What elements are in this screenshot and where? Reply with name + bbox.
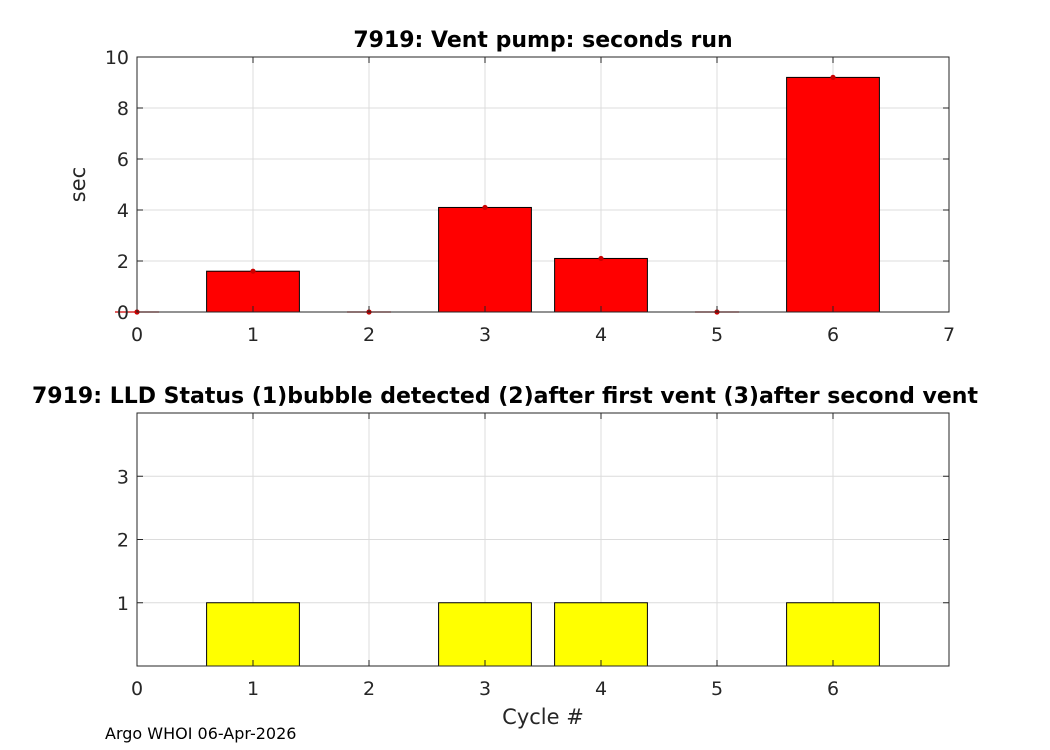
bar-cycle-4 xyxy=(554,602,648,667)
x-tick-label: 0 xyxy=(131,678,143,700)
chart-title: 7919: Vent pump: seconds run xyxy=(353,28,732,53)
bar-cycle-6 xyxy=(786,602,880,667)
data-point-marker xyxy=(250,268,256,274)
data-point-marker xyxy=(482,204,488,211)
bar-cycle-1 xyxy=(206,270,300,313)
x-tick-label: 6 xyxy=(827,678,839,700)
bottom-chart-lld-status: 0 1 2 3 4 5 6 1 2 3 7919: LLD Status (1)bubble det… xyxy=(32,384,978,729)
y-tick-label: 2 xyxy=(117,251,129,273)
x-tick-label: 2 xyxy=(363,678,375,700)
bar-cycle-3 xyxy=(438,602,532,667)
x-tick-label: 0 xyxy=(131,324,143,346)
x-tick-label: 1 xyxy=(247,678,259,700)
x-tick-label: 7 xyxy=(943,324,955,346)
bar-cycle-4 xyxy=(554,257,648,313)
y-tick-label: 8 xyxy=(117,98,129,120)
data-point-marker xyxy=(598,255,604,262)
x-tick-label: 3 xyxy=(479,678,491,700)
x-tick-label: 4 xyxy=(595,324,607,346)
y-tick-label: 0 xyxy=(117,302,129,324)
y-tick-label: 4 xyxy=(117,200,129,222)
x-axis-label: Cycle # xyxy=(502,705,584,729)
axes-box xyxy=(136,56,950,313)
bar-cycle-6 xyxy=(786,76,880,313)
top-chart-vent-pump: 0 1 2 3 4 5 6 7 0 2 4 6 8 10 7919: Vent pump: seconds … xyxy=(66,28,955,346)
x-tick-label: 3 xyxy=(479,324,491,346)
x-tick-label: 2 xyxy=(363,324,375,346)
y-tick-label: 2 xyxy=(117,530,129,552)
x-tick-label: 5 xyxy=(711,678,723,700)
data-point-marker xyxy=(830,74,836,80)
y-tick-label: 1 xyxy=(117,593,129,615)
x-tick-label: 1 xyxy=(247,324,259,346)
bar-cycle-3 xyxy=(438,206,532,313)
x-tick-label: 4 xyxy=(595,678,607,700)
y-axis-label: sec xyxy=(66,167,90,202)
y-tick-label: 3 xyxy=(117,466,129,488)
y-tick-label: 10 xyxy=(105,47,129,69)
footer-credit: Argo WHOI 06-Apr-2026 xyxy=(105,724,297,743)
x-tick-label: 5 xyxy=(711,324,723,346)
chart-title: 7919: LLD Status (1)bubble detected (2)a… xyxy=(32,384,978,409)
bar-cycle-1 xyxy=(206,602,300,667)
x-tick-label: 6 xyxy=(827,324,839,346)
y-tick-label: 6 xyxy=(117,149,129,171)
